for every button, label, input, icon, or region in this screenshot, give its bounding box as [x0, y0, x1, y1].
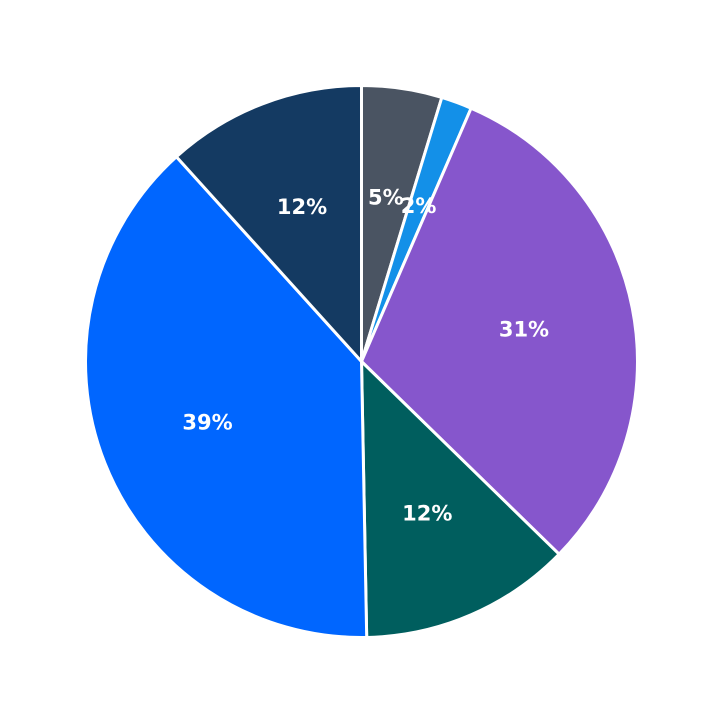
pie-labels: 5%2% 31% 12% 39% 12%: [182, 186, 549, 526]
pie-label-3: 31%: [499, 317, 549, 341]
pie-label-5: 39%: [182, 410, 232, 434]
pie-slice-5: [84, 155, 369, 639]
pie-slice-4: [360, 360, 561, 639]
pie-slice-3: [360, 106, 639, 556]
pie-label-4: 12%: [402, 501, 452, 525]
pie-label-6: 12%: [277, 195, 327, 219]
pie-label-1: 5%: [368, 186, 404, 210]
pie-label-2: 2%: [401, 194, 437, 218]
pie-slice-6: [174, 84, 363, 363]
pie-slices: [84, 84, 639, 639]
